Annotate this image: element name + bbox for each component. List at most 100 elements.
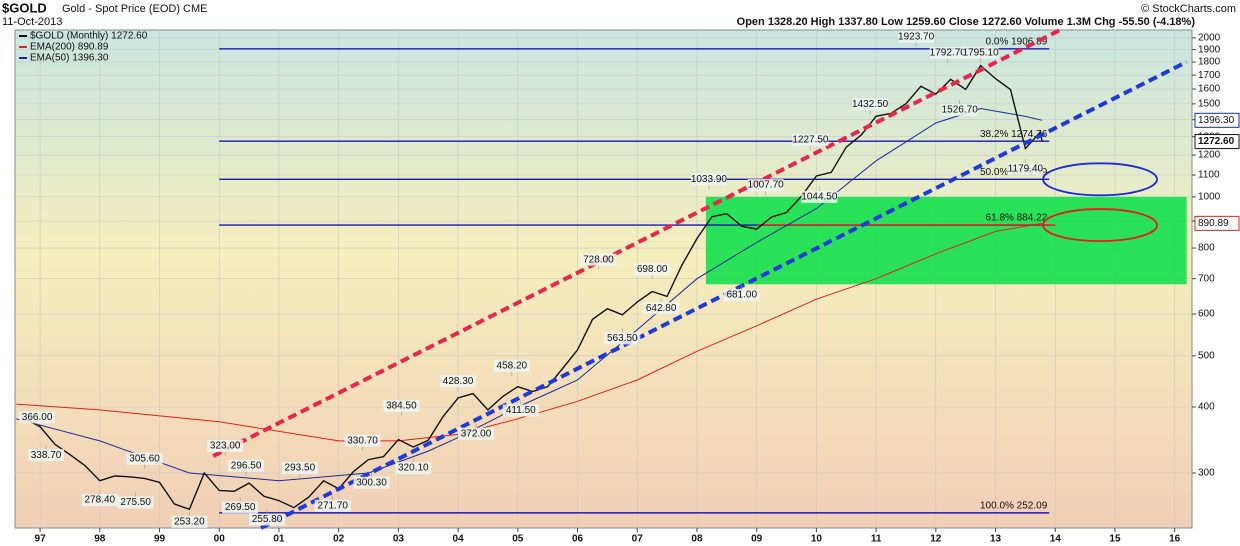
ema-200-line (16, 222, 1043, 442)
annotation-box (222, 501, 259, 514)
y-tick-label: 1700 (1198, 70, 1221, 81)
credit: © StockCharts.com (1141, 3, 1236, 15)
annotation-box (723, 288, 760, 301)
annotation-box (604, 332, 641, 345)
y-tick-label: 300 (1198, 468, 1215, 479)
annotation-label: 253.20 (174, 517, 205, 528)
y-tick-label: 1600 (1198, 84, 1221, 95)
price-tag (1194, 112, 1240, 128)
y-tick-label: 1100 (1198, 170, 1220, 181)
annotation-box (898, 30, 935, 43)
annotation-box (395, 462, 432, 475)
y-tick-label: 1800 (1198, 57, 1221, 68)
y-tick-label: 1500 (1198, 99, 1221, 110)
annotation-box (690, 173, 727, 186)
highlight-ellipse (1042, 162, 1158, 197)
annotation-box (117, 496, 154, 509)
annotation-label: 269.50 (225, 502, 256, 513)
annotation-box (344, 434, 381, 447)
fib-label: 38.2% 1274.76 (980, 129, 1048, 140)
annotation-box (634, 263, 671, 276)
y-tick-label: 600 (1198, 309, 1215, 320)
y-tick-label: 1900 (1198, 44, 1221, 55)
chart-title: $GOLD (2, 0, 47, 15)
annotation-box (747, 179, 784, 192)
annotation-box (458, 427, 495, 440)
x-tick-label: 04 (453, 534, 465, 545)
annotation-label: 300.30 (356, 477, 387, 488)
annotation-box (383, 400, 420, 413)
y-tick-label: 1200 (1198, 150, 1221, 161)
annotation-box (228, 459, 265, 472)
quote: Open 1328.20 High 1337.80 Low 1259.60 Cl… (737, 16, 1196, 28)
annotation-label: 255.80 (252, 514, 283, 525)
annotation-box (353, 476, 390, 489)
chart-date: 11-Oct-2013 (2, 16, 62, 28)
x-tick-label: 00 (214, 534, 226, 545)
annotation-box (929, 46, 966, 59)
annotation-label: 1432.50 (852, 99, 889, 110)
fib-label: 61.8% 884.22 (986, 213, 1048, 224)
x-tick-label: 07 (632, 534, 644, 545)
annotation-label: 384.50 (386, 401, 417, 412)
annotation-box (126, 452, 163, 465)
x-tick-label: 99 (154, 534, 166, 545)
annotation-box (580, 253, 617, 266)
y-tick-label: 400 (1198, 402, 1215, 413)
annotation-label: 323.00 (210, 441, 241, 452)
fib-label: 100.0% 252.09 (980, 501, 1048, 512)
annotation-box (801, 190, 838, 203)
fib-label: 0.0% 1906.89 (986, 36, 1048, 47)
annotation-label: 271.70 (317, 500, 348, 511)
annotation-label: 428.30 (443, 376, 474, 387)
annotation-label: 681.00 (726, 290, 757, 301)
annotation-label: 278.40 (84, 495, 115, 506)
y-tick-label: 1000 (1198, 191, 1221, 202)
x-tick-label: 01 (273, 534, 285, 545)
x-tick-label: 05 (512, 534, 524, 545)
annotation-box (643, 302, 680, 315)
annotation-box (207, 440, 244, 453)
annotation-label: 1179.40 (1008, 164, 1044, 175)
annotation-label: 275.50 (120, 497, 151, 508)
x-tick-label: 02 (333, 534, 345, 545)
annotation-label: 366.00 (22, 412, 53, 423)
x-tick-label: 97 (35, 534, 47, 545)
annotation-label: 1923.70 (898, 31, 935, 42)
annotation-box (502, 404, 539, 417)
annotation-label: 320.10 (398, 463, 429, 474)
highlight-ellipse (1042, 208, 1158, 242)
annotation-label: 293.50 (285, 463, 316, 474)
annotation-label: 728.00 (583, 254, 614, 265)
annotation-label: 698.00 (637, 264, 668, 275)
trendline (212, 28, 1061, 458)
annotation-label: 642.80 (646, 303, 677, 314)
price-tag-label: 1272.60 (1198, 136, 1235, 147)
x-tick-label: 10 (811, 534, 823, 545)
annotation-box (171, 515, 208, 528)
annotation-label: 296.50 (231, 460, 262, 471)
annotation-label: 1795.10 (963, 47, 1000, 58)
annotation-box (493, 359, 530, 372)
legend-label: EMA(50) 1396.30 (30, 53, 109, 64)
y-tick-label: 2000 (1198, 33, 1221, 44)
price-tag-label: 890.89 (1198, 218, 1229, 229)
annotation-box (28, 449, 65, 462)
annotation-box (81, 494, 118, 507)
annotation-box (19, 411, 56, 424)
price-tag-label: 1396.30 (1198, 115, 1235, 126)
x-tick-label: 14 (1050, 534, 1062, 545)
y-tick-label: 800 (1198, 243, 1215, 254)
annotation-label: 458.20 (497, 360, 528, 371)
y-tick-label: 700 (1198, 273, 1215, 284)
x-tick-label: 12 (930, 534, 942, 545)
annotation-box (852, 98, 889, 111)
annotation-label: 1044.50 (801, 192, 838, 203)
annotation-box (440, 375, 477, 388)
annotation-label: 330.70 (347, 435, 378, 446)
annotation-label: 1227.50 (792, 134, 829, 145)
annotation-box (941, 103, 978, 116)
x-tick-label: 13 (990, 534, 1002, 545)
x-tick-label: 09 (751, 534, 763, 545)
